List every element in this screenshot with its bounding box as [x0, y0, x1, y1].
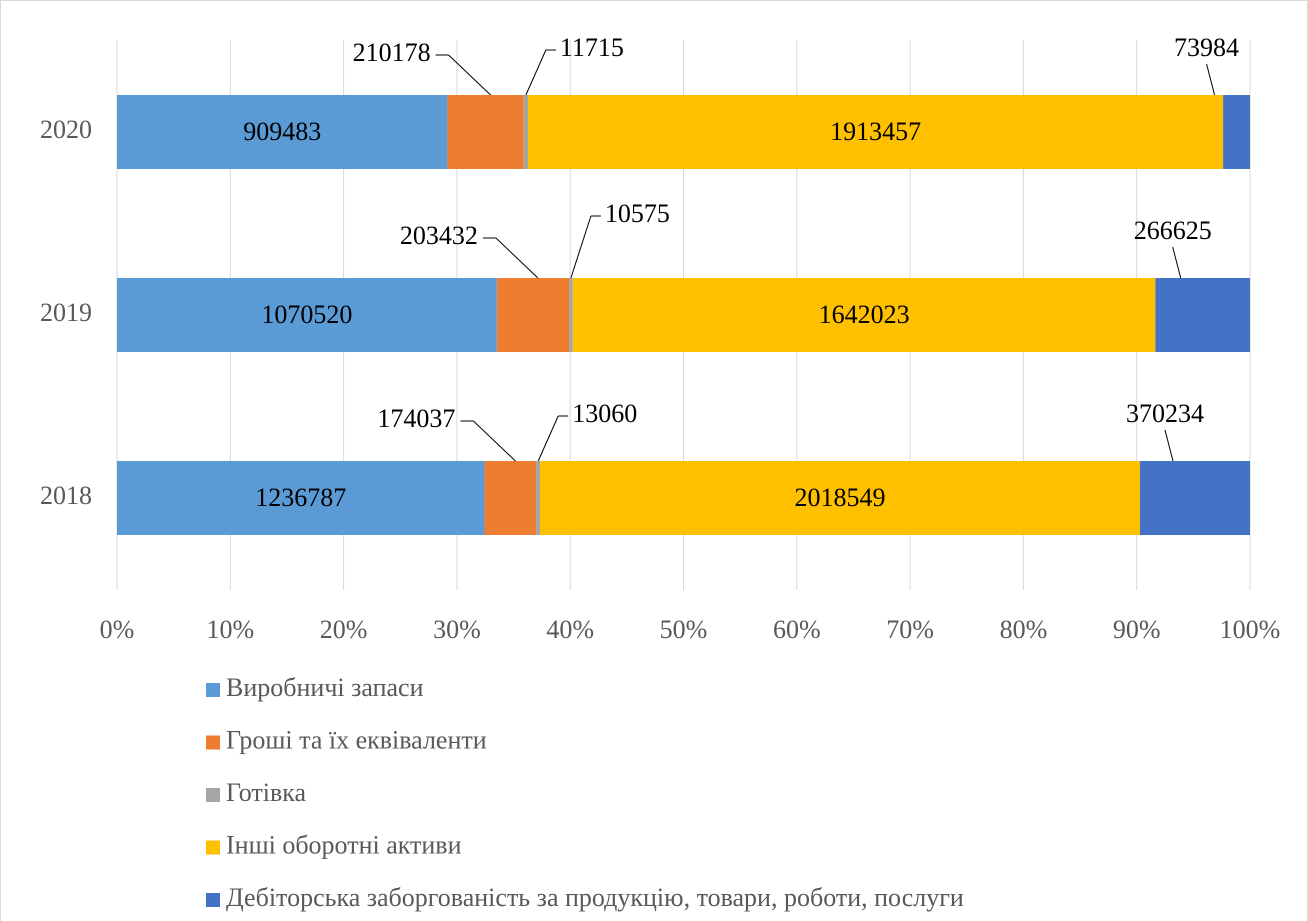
data-label: 1236787 — [255, 483, 346, 512]
x-tick-label: 30% — [433, 615, 481, 644]
data-label: 10575 — [605, 199, 670, 228]
legend-label: Гроші та їх еквіваленти — [226, 725, 487, 754]
data-label: 11715 — [560, 33, 624, 62]
legend-swatch — [206, 893, 220, 907]
bar-segment — [1139, 461, 1250, 535]
leader-line — [1164, 429, 1174, 462]
y-tick-label: 2020 — [40, 115, 92, 144]
data-label: 174037 — [377, 404, 455, 433]
bar-segment — [528, 95, 1224, 169]
x-tick-label: 0% — [100, 615, 135, 644]
bar-segment — [447, 95, 524, 169]
leader-line — [448, 54, 491, 96]
leader-line — [1206, 63, 1216, 96]
leader-line — [525, 49, 547, 96]
bar-segment — [536, 461, 541, 535]
legend-swatch — [206, 683, 220, 697]
legend-label: Дебіторська заборгованість за продукцію,… — [226, 883, 964, 912]
x-tick-label: 70% — [886, 615, 934, 644]
leader-line — [495, 237, 539, 279]
x-tick-label: 80% — [1000, 615, 1048, 644]
leader-line — [570, 215, 592, 279]
legend-label: Готівка — [226, 778, 307, 807]
bar-segment — [117, 461, 485, 535]
data-label: 1913457 — [830, 117, 921, 146]
data-label: 909483 — [243, 117, 321, 146]
data-label: 73984 — [1174, 33, 1239, 62]
bar-segment — [1155, 278, 1250, 352]
bar-segment — [117, 95, 448, 169]
legend-swatch — [206, 840, 220, 855]
x-tick-label: 90% — [1113, 615, 1161, 644]
bar-segment — [1223, 95, 1250, 169]
data-label: 266625 — [1134, 216, 1212, 245]
bar-segment — [569, 278, 573, 352]
x-tick-label: 10% — [206, 615, 254, 644]
x-tick-label: 40% — [546, 615, 594, 644]
legend-label: Виробничі запаси — [226, 673, 424, 702]
x-tick-label: 60% — [773, 615, 821, 644]
x-tick-label: 50% — [660, 615, 708, 644]
leader-line — [1172, 246, 1182, 279]
x-tick-label: 100% — [1220, 615, 1281, 644]
data-label: 370234 — [1126, 399, 1204, 428]
x-tick-label: 20% — [320, 615, 368, 644]
y-tick-label: 2018 — [40, 481, 92, 510]
bar-segment — [496, 278, 570, 352]
bar-segment — [117, 278, 497, 352]
data-label: 1070520 — [261, 300, 352, 329]
data-label: 203432 — [400, 221, 478, 250]
bar-segment — [572, 278, 1156, 352]
data-label: 210178 — [353, 38, 431, 67]
bar-segment — [523, 95, 529, 169]
leader-line — [537, 415, 559, 462]
legend-swatch — [206, 735, 220, 750]
data-label: 2018549 — [795, 483, 886, 512]
legend-label: Інші оборотні активи — [226, 830, 462, 859]
y-tick-label: 2019 — [40, 298, 92, 327]
bar-segment — [484, 461, 537, 535]
legend-swatch — [206, 788, 220, 802]
data-label: 1642023 — [819, 300, 910, 329]
bar-segment — [540, 461, 1140, 535]
leader-line — [473, 420, 516, 462]
data-label: 13060 — [572, 399, 637, 428]
